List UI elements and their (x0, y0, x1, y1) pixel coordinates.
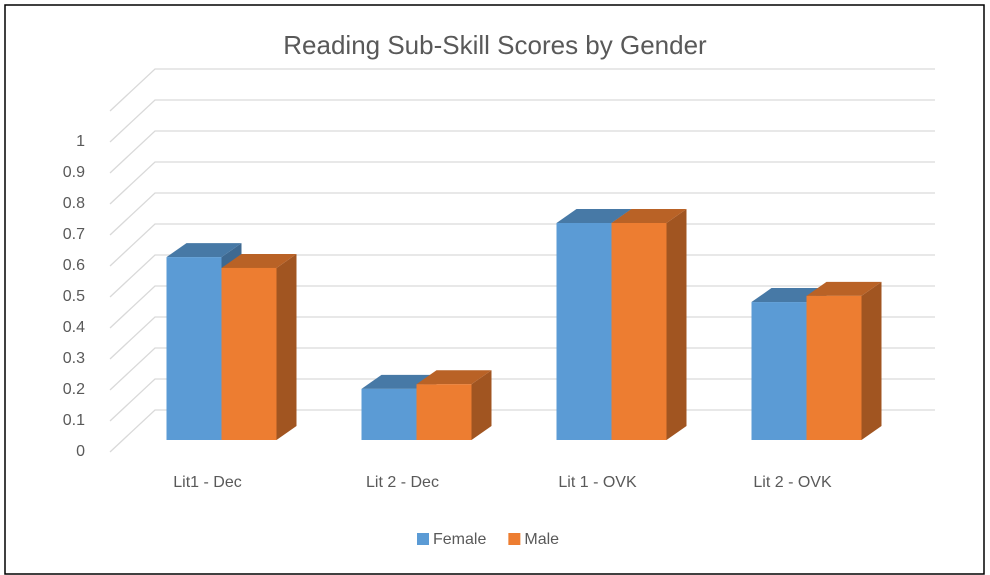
bar-top (806, 281, 882, 296)
y-tick-label: 0.1 (63, 412, 85, 429)
y-tick-label: 0.4 (63, 319, 85, 336)
wall-edge (109, 68, 935, 112)
grid-line (109, 192, 935, 236)
bar (416, 384, 472, 440)
grid-line (109, 161, 935, 205)
y-tick-label: 0.8 (63, 195, 85, 212)
y-tick-label: 0.7 (63, 226, 85, 243)
legend-swatch (508, 533, 521, 545)
x-tick-label: Lit 2 - OVK (753, 474, 832, 491)
bar-side (666, 209, 687, 440)
bar-top (611, 209, 687, 223)
y-tick-label: 0.9 (63, 164, 85, 181)
bar (751, 302, 807, 440)
x-tick-label: Lit 1 - OVK (558, 474, 637, 491)
x-tick-label: Lit1 - Dec (173, 474, 241, 491)
bar-side (276, 253, 297, 440)
bar (556, 223, 612, 440)
bar-side (471, 370, 492, 440)
bar (221, 267, 277, 440)
bar (806, 295, 862, 440)
bar-top (166, 243, 242, 258)
legend-swatch (417, 533, 429, 545)
y-tick-label: 0 (76, 443, 85, 460)
grid-line (109, 130, 935, 174)
bar-side (861, 281, 882, 440)
grid-line (109, 99, 935, 143)
y-tick-label: 0.3 (63, 350, 85, 367)
y-tick-label: 0.2 (63, 381, 85, 398)
x-tick-label: Lit 2 - Dec (366, 474, 439, 491)
y-tick-label: 1 (76, 133, 85, 150)
bar-top (556, 209, 632, 223)
bar (166, 257, 222, 440)
y-tick-label: 0.5 (63, 288, 85, 305)
chart-title: Reading Sub-Skill Scores by Gender (283, 30, 707, 60)
y-tick-label: 0.6 (63, 257, 85, 274)
bar (611, 223, 667, 440)
bar-top (221, 253, 297, 268)
bar (361, 388, 417, 440)
legend-label: Female (433, 531, 486, 548)
legend-label: Male (524, 531, 559, 548)
bar-top (416, 370, 492, 385)
